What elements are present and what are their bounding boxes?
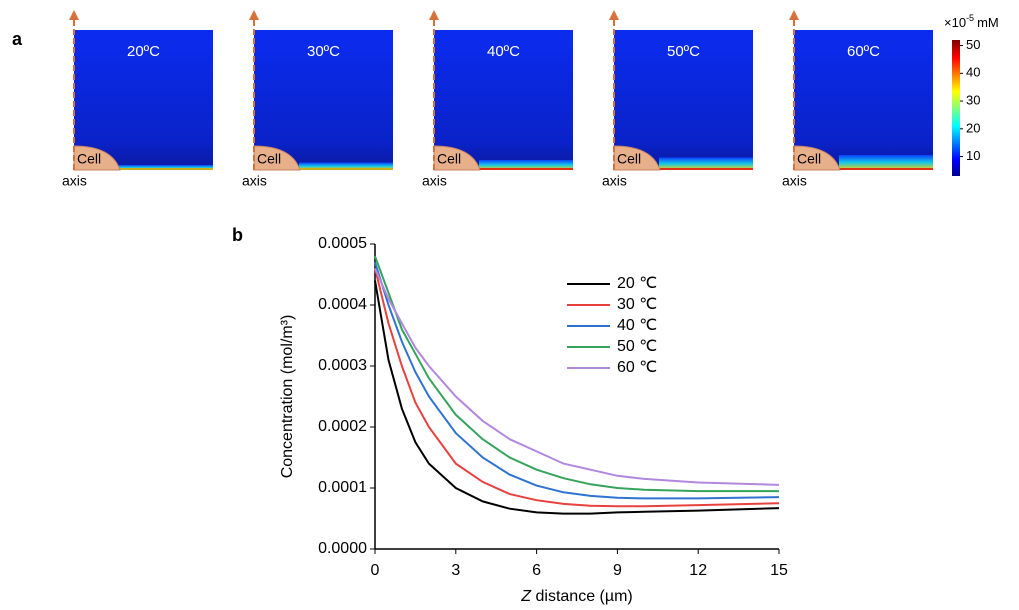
panel-label: a	[12, 29, 23, 49]
panel-title: 50ºC	[667, 43, 700, 60]
y-axis-title: Concentration (mol/m³)	[279, 315, 296, 479]
x-axis-title-rest: distance (µm)	[531, 588, 633, 605]
y-tick-label: 0.0004	[318, 296, 367, 313]
colorbar-base: ×10	[944, 15, 966, 30]
colorbar-tick-label: 20	[966, 120, 980, 135]
series-line	[374, 255, 779, 493]
field	[254, 30, 393, 170]
surface-layer	[119, 165, 213, 170]
surface-edge	[839, 168, 933, 170]
field	[434, 30, 573, 170]
axis-label: axis	[242, 173, 267, 189]
x-tick-label: 9	[613, 562, 622, 579]
arrow-head	[789, 10, 799, 20]
panel-label: b	[232, 225, 243, 245]
panel-title: 60ºC	[847, 43, 880, 60]
surface-layer	[659, 157, 753, 170]
legend-label: 60 ℃	[617, 359, 657, 376]
axis-label: axis	[422, 173, 447, 189]
field	[614, 30, 753, 170]
y-tick-label: 0.0005	[318, 235, 367, 252]
field	[794, 30, 933, 170]
cell-label: Cell	[77, 151, 101, 167]
surface-layer	[479, 160, 573, 170]
colorbar	[952, 40, 960, 176]
cell-label: Cell	[797, 151, 821, 167]
field	[74, 30, 213, 170]
panel-title: 20ºC	[127, 43, 160, 60]
panel-title: 40ºC	[487, 43, 520, 60]
surface-layer	[299, 162, 393, 170]
panel-title: 30ºC	[307, 43, 340, 60]
arrow-head	[69, 10, 79, 20]
x-tick-label: 0	[371, 562, 380, 579]
colorbar-unit: mM	[977, 15, 999, 30]
axis-label: axis	[782, 173, 807, 189]
colorbar-tick-label: 10	[966, 148, 980, 163]
surface-edge	[119, 168, 213, 170]
surface-edge	[659, 168, 753, 170]
cell-label: Cell	[437, 151, 461, 167]
series-line	[374, 268, 780, 508]
axis-label: axis	[602, 173, 627, 189]
legend-label: 40 ℃	[617, 317, 657, 334]
y-tick-label: 0.0003	[318, 357, 367, 374]
y-tick-label: 0.0000	[318, 540, 367, 557]
x-tick-label: 12	[689, 562, 707, 579]
arrow-head	[249, 10, 259, 20]
x-tick-label: 15	[770, 562, 788, 579]
y-tick-label: 0.0002	[318, 418, 367, 435]
axis-label: axis	[62, 173, 87, 189]
colorbar-label: ×10-5 mM	[944, 13, 999, 30]
series-line	[374, 267, 780, 486]
surface-edge	[299, 168, 393, 170]
cell-label: Cell	[617, 151, 641, 167]
surface-layer	[839, 155, 933, 170]
series-line	[374, 261, 780, 500]
legend-label: 30 ℃	[617, 296, 657, 313]
x-tick-label: 6	[532, 562, 541, 579]
colorbar-exponent: -5	[966, 13, 974, 23]
colorbar-tick-label: 50	[966, 37, 980, 52]
x-tick-label: 3	[451, 562, 460, 579]
arrow-head	[609, 10, 619, 20]
cell-label: Cell	[257, 151, 281, 167]
y-tick-label: 0.0001	[318, 479, 367, 496]
colorbar-tick-label: 40	[966, 65, 980, 80]
x-axis-title: Z distance (µm)	[520, 588, 632, 605]
x-axis-title-italic: Z	[520, 588, 532, 605]
series-line	[374, 280, 780, 515]
colorbar-tick-label: 30	[966, 92, 980, 107]
legend-label: 50 ℃	[617, 338, 657, 355]
legend-label: 20 ℃	[617, 275, 657, 292]
surface-edge	[479, 168, 573, 170]
arrow-head	[429, 10, 439, 20]
